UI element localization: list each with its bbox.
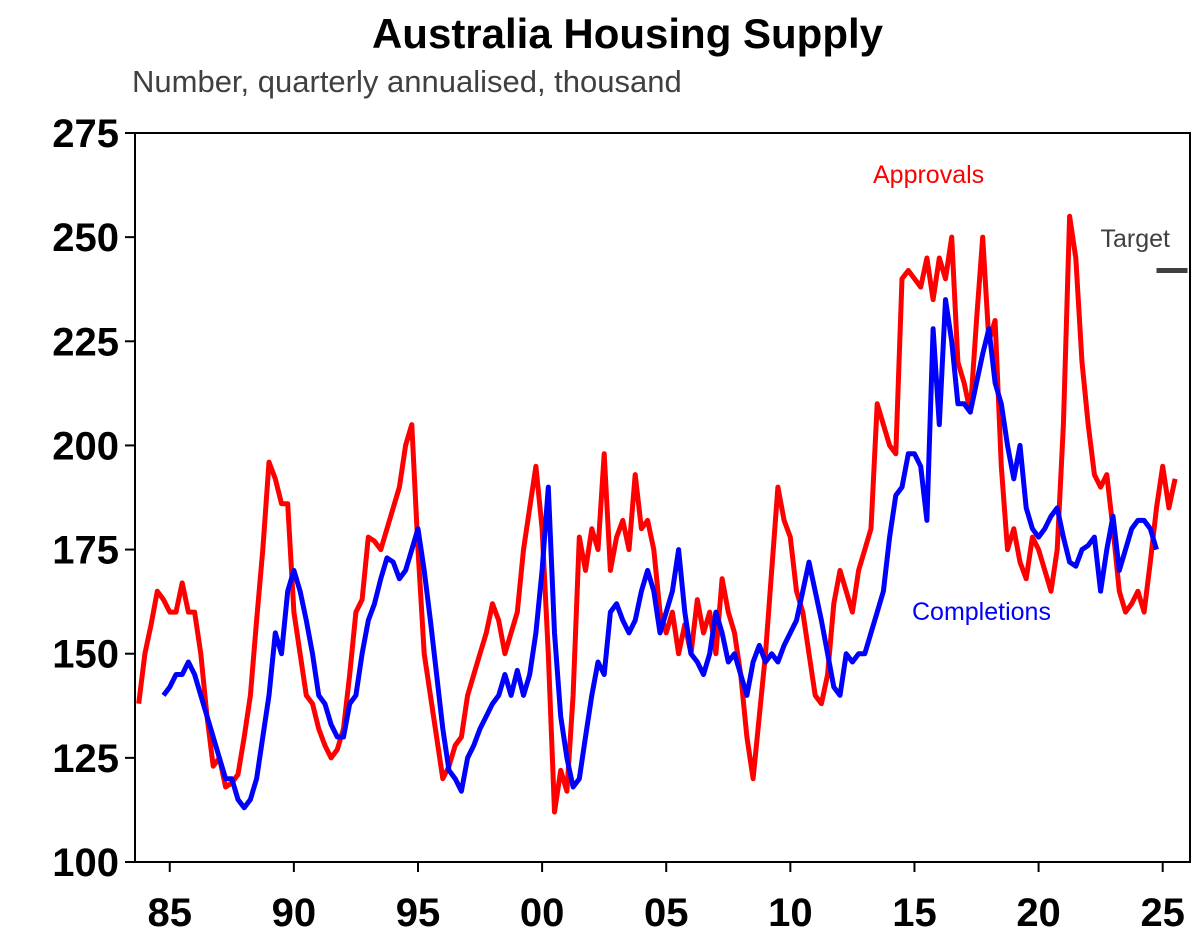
series-label-target: Target <box>1101 225 1171 253</box>
x-axis-ticks: 85 90 95 00 05 10 15 20 25 <box>148 862 1185 935</box>
y-tick-label: 250 <box>52 216 119 260</box>
series-labels: Approvals Completions Target <box>873 161 1170 626</box>
y-tick-label: 150 <box>52 633 119 677</box>
plot-area <box>136 213 1188 815</box>
series-line-approvals <box>136 213 1178 815</box>
x-tick-label: 15 <box>892 891 937 935</box>
y-tick-label: 275 <box>52 112 119 156</box>
y-tick-label: 125 <box>52 737 119 781</box>
chart-title: Australia Housing Supply <box>371 10 884 57</box>
plot-frame <box>134 132 1191 863</box>
x-tick-label: 20 <box>1016 891 1061 935</box>
x-tick-label: 85 <box>148 891 193 935</box>
x-tick-label: 25 <box>1140 891 1185 935</box>
x-tick-label: 10 <box>768 891 813 935</box>
x-tick-label: 95 <box>396 891 441 935</box>
y-tick-label: 100 <box>52 841 119 885</box>
y-tick-label: 200 <box>52 424 119 468</box>
series-label-approvals: Approvals <box>873 161 984 189</box>
y-tick-label: 175 <box>52 529 119 573</box>
x-tick-label: 00 <box>520 891 565 935</box>
y-axis-ticks: 100 125 150 175 200 225 250 275 <box>52 112 135 885</box>
chart-subtitle: Number, quarterly annualised, thousand <box>132 64 682 99</box>
axes <box>134 132 1191 863</box>
x-tick-label: 90 <box>272 891 317 935</box>
series-line-completions <box>161 297 1159 811</box>
y-tick-label: 225 <box>52 320 119 364</box>
series-label-completions: Completions <box>912 598 1051 626</box>
x-tick-label: 05 <box>644 891 689 935</box>
